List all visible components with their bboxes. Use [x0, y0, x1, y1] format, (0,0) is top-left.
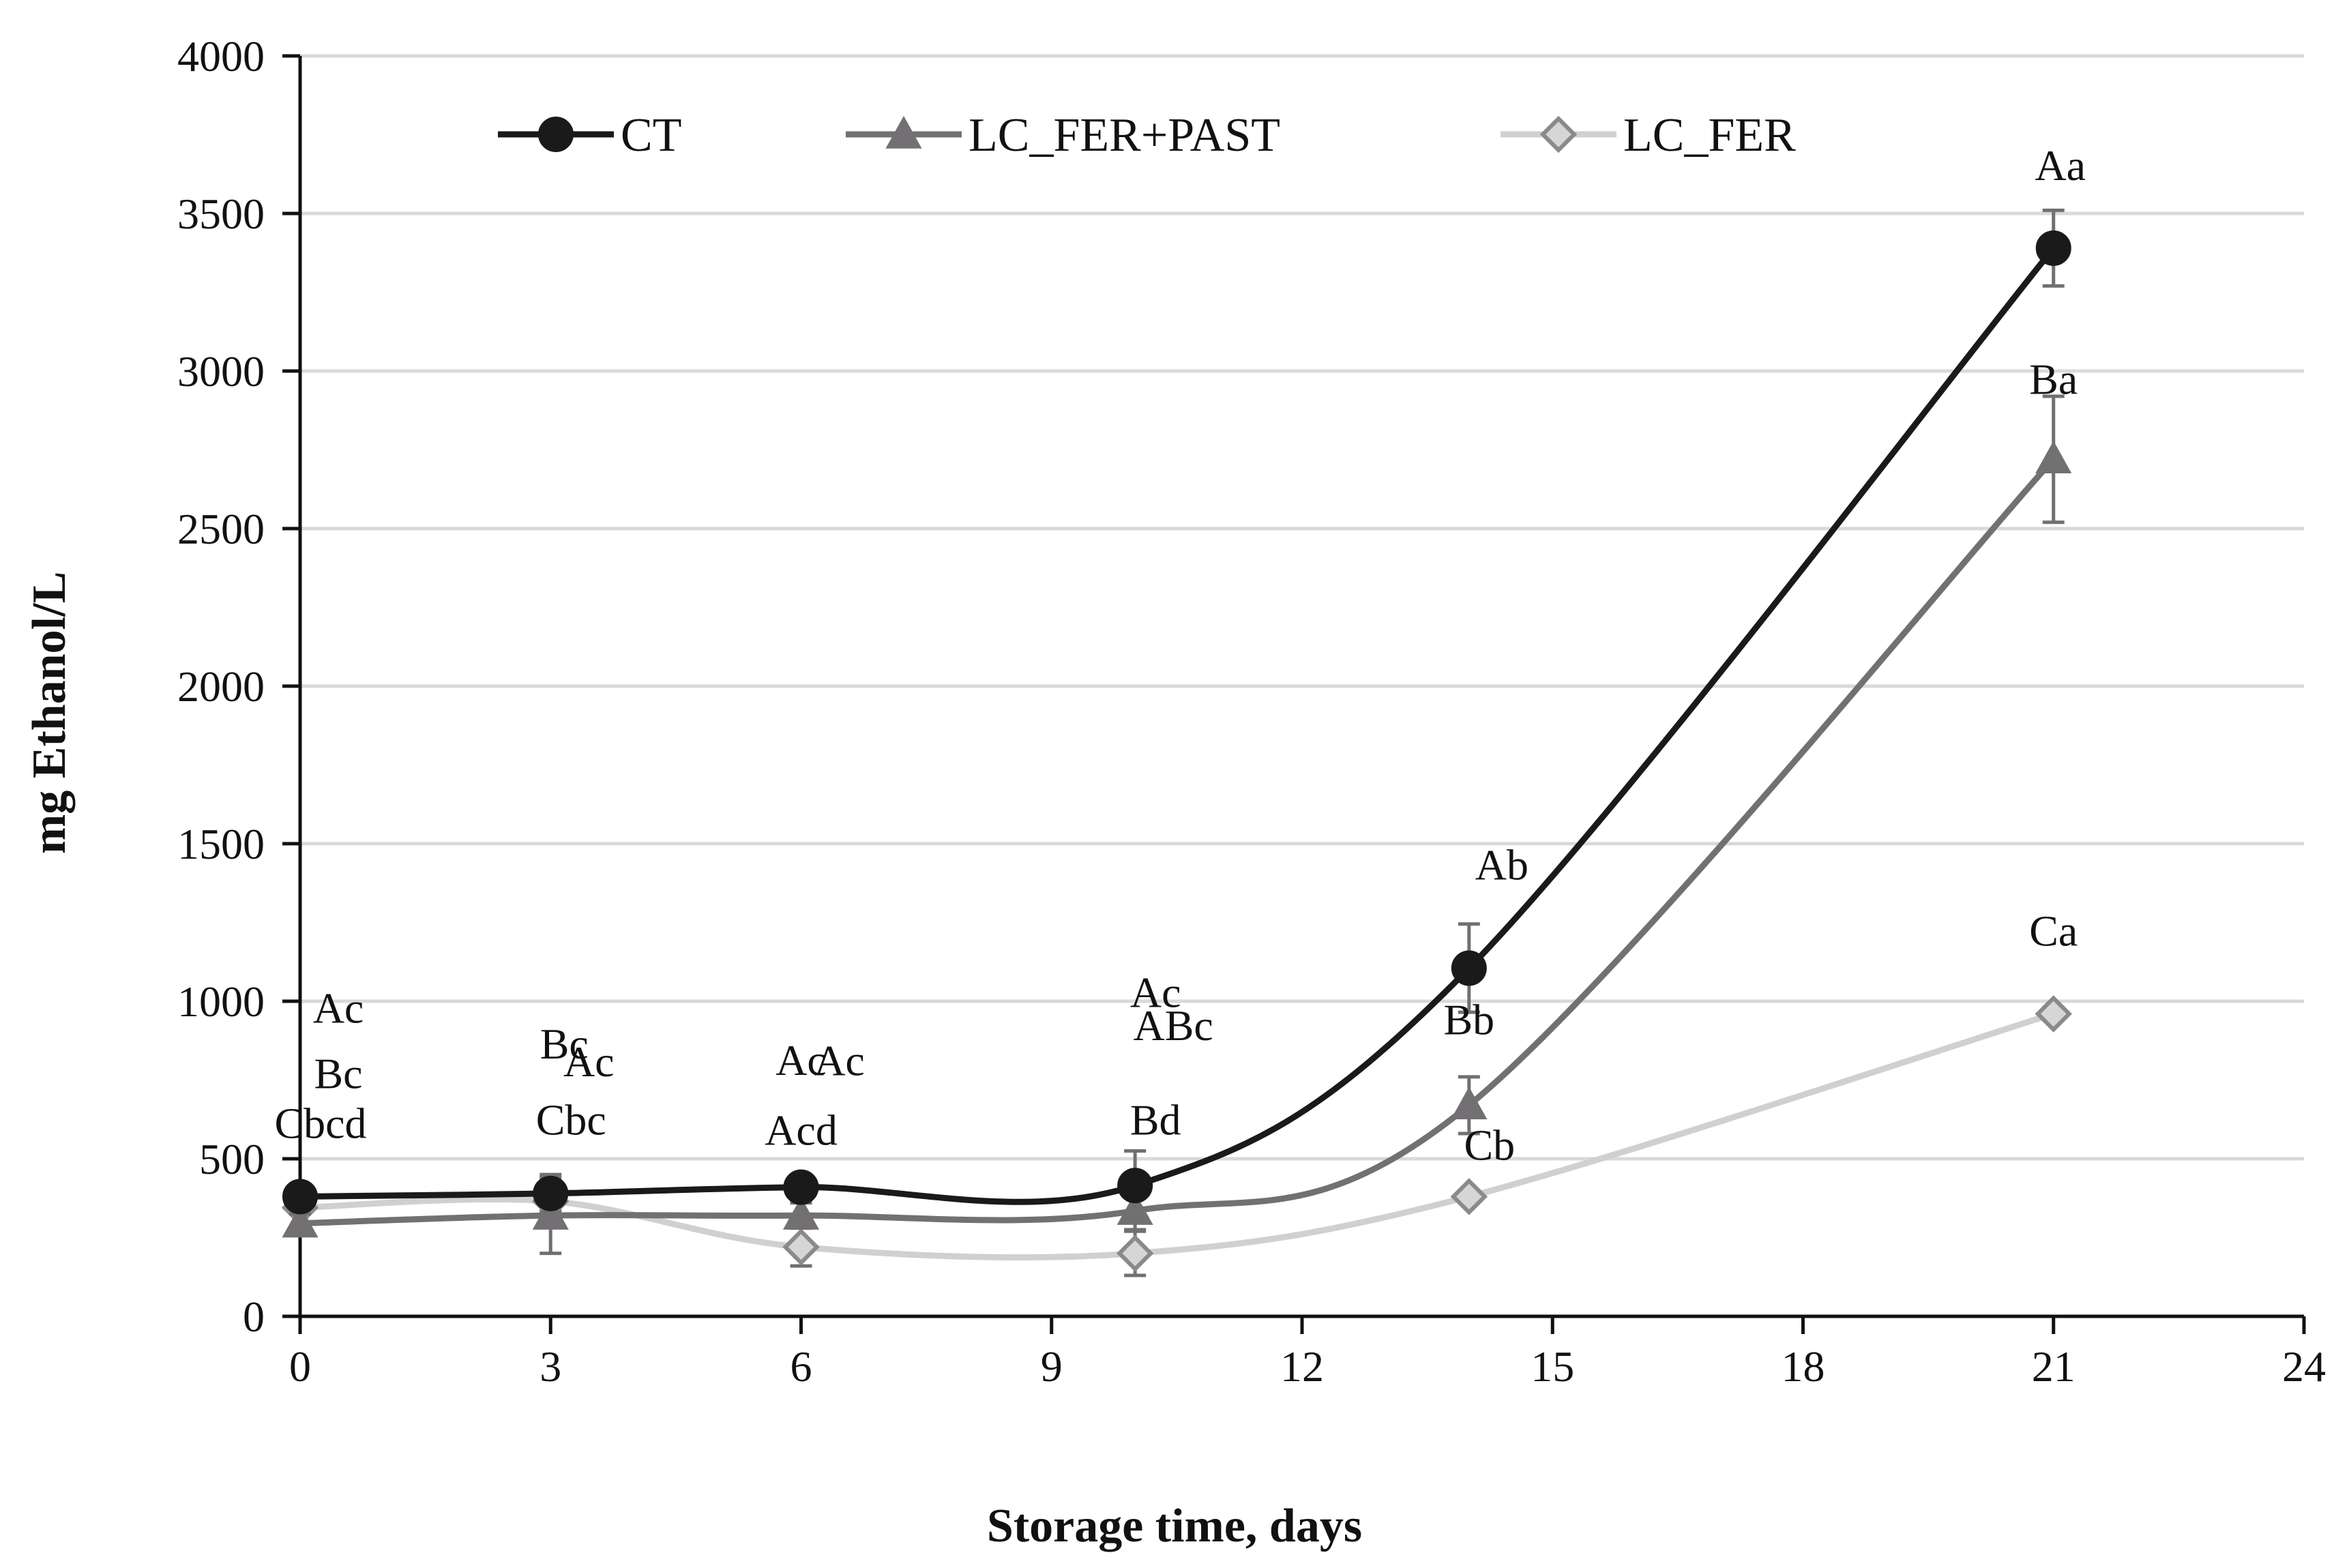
- data-point: [782, 1197, 820, 1230]
- legend-marker: [538, 117, 574, 152]
- data-label: Ac: [563, 1037, 615, 1086]
- y-tick-label: 1000: [177, 977, 265, 1026]
- data-label: ABc: [1134, 1001, 1213, 1050]
- series-lc-fer-past: [282, 394, 2072, 1256]
- y-tick-label: 0: [243, 1292, 265, 1341]
- data-label: Cb: [1464, 1121, 1515, 1169]
- x-tick-label: 15: [1531, 1342, 1574, 1391]
- data-point: [1451, 1086, 1488, 1120]
- y-tick-label: 2500: [177, 505, 265, 553]
- x-tick-label: 6: [791, 1342, 812, 1391]
- data-point: [782, 1228, 820, 1266]
- data-label: Acd: [765, 1106, 838, 1154]
- y-axis-title: mg Ethanol/L: [23, 572, 76, 854]
- data-label: Ab: [1475, 840, 1528, 889]
- data-label: Cbcd: [274, 1099, 366, 1148]
- legend: CT LC_FER+PAST LC_FER: [498, 109, 1796, 162]
- series-ct: [282, 208, 2071, 1222]
- data-point: [1450, 1178, 1488, 1215]
- data-label: Ba: [2029, 355, 2078, 403]
- series-layer: [281, 208, 2072, 1277]
- x-tick-label: 24: [2282, 1342, 2326, 1391]
- legend-label: CT: [621, 109, 681, 162]
- data-label: Bc: [314, 1050, 362, 1098]
- data-point: [783, 1169, 819, 1205]
- data-point: [2035, 230, 2071, 266]
- y-tick-label: 3000: [177, 347, 265, 396]
- data-point: [282, 1204, 319, 1238]
- data-point: [2035, 441, 2072, 474]
- x-ticks: 0 3 6 9 12 15 18 21 24: [289, 1316, 2326, 1391]
- legend-item: LC_FER: [1501, 109, 1796, 162]
- data-label: Bd: [1130, 1096, 1181, 1144]
- data-label: Bc: [540, 1020, 589, 1068]
- x-tick-label: 18: [1782, 1342, 1825, 1391]
- y-ticks: 0 500 1000 1500 2000 2500 3000 3500 4000: [177, 32, 300, 1341]
- x-tick-label: 0: [289, 1342, 311, 1391]
- x-tick-label: 3: [540, 1342, 561, 1391]
- x-tick-label: 9: [1041, 1342, 1063, 1391]
- data-point: [533, 1175, 569, 1211]
- y-tick-label: 3500: [177, 190, 265, 238]
- gridlines: [300, 54, 2304, 1161]
- data-label: Ac: [1130, 968, 1181, 1016]
- legend-marker: [1539, 115, 1578, 153]
- data-point: [2035, 995, 2072, 1033]
- y-tick-label: 500: [199, 1135, 265, 1183]
- x-tick-label: 21: [2032, 1342, 2075, 1391]
- data-label: Ac: [814, 1037, 865, 1085]
- legend-label: LC_FER+PAST: [969, 109, 1280, 162]
- data-label: Aa: [2035, 141, 2086, 190]
- data-label: Ca: [2029, 906, 2078, 955]
- data-point: [282, 1179, 318, 1215]
- data-point: [1451, 950, 1487, 986]
- x-tick-label: 12: [1280, 1342, 1324, 1391]
- y-tick-label: 2000: [177, 662, 265, 711]
- data-label: Cbc: [536, 1095, 606, 1144]
- data-label: Ac: [775, 1036, 827, 1084]
- x-axis-title: Storage time, days: [987, 1500, 1362, 1552]
- y-tick-label: 1500: [177, 820, 265, 868]
- data-label: Ac: [313, 983, 364, 1032]
- data-label: Bb: [1443, 995, 1494, 1044]
- legend-label: LC_FER: [1623, 109, 1796, 162]
- legend-item: CT: [498, 109, 681, 162]
- legend-marker: [885, 115, 922, 149]
- legend-item: LC_FER+PAST: [846, 109, 1280, 162]
- data-point: [1116, 1234, 1154, 1272]
- data-point: [1117, 1168, 1153, 1204]
- y-tick-label: 4000: [177, 32, 265, 80]
